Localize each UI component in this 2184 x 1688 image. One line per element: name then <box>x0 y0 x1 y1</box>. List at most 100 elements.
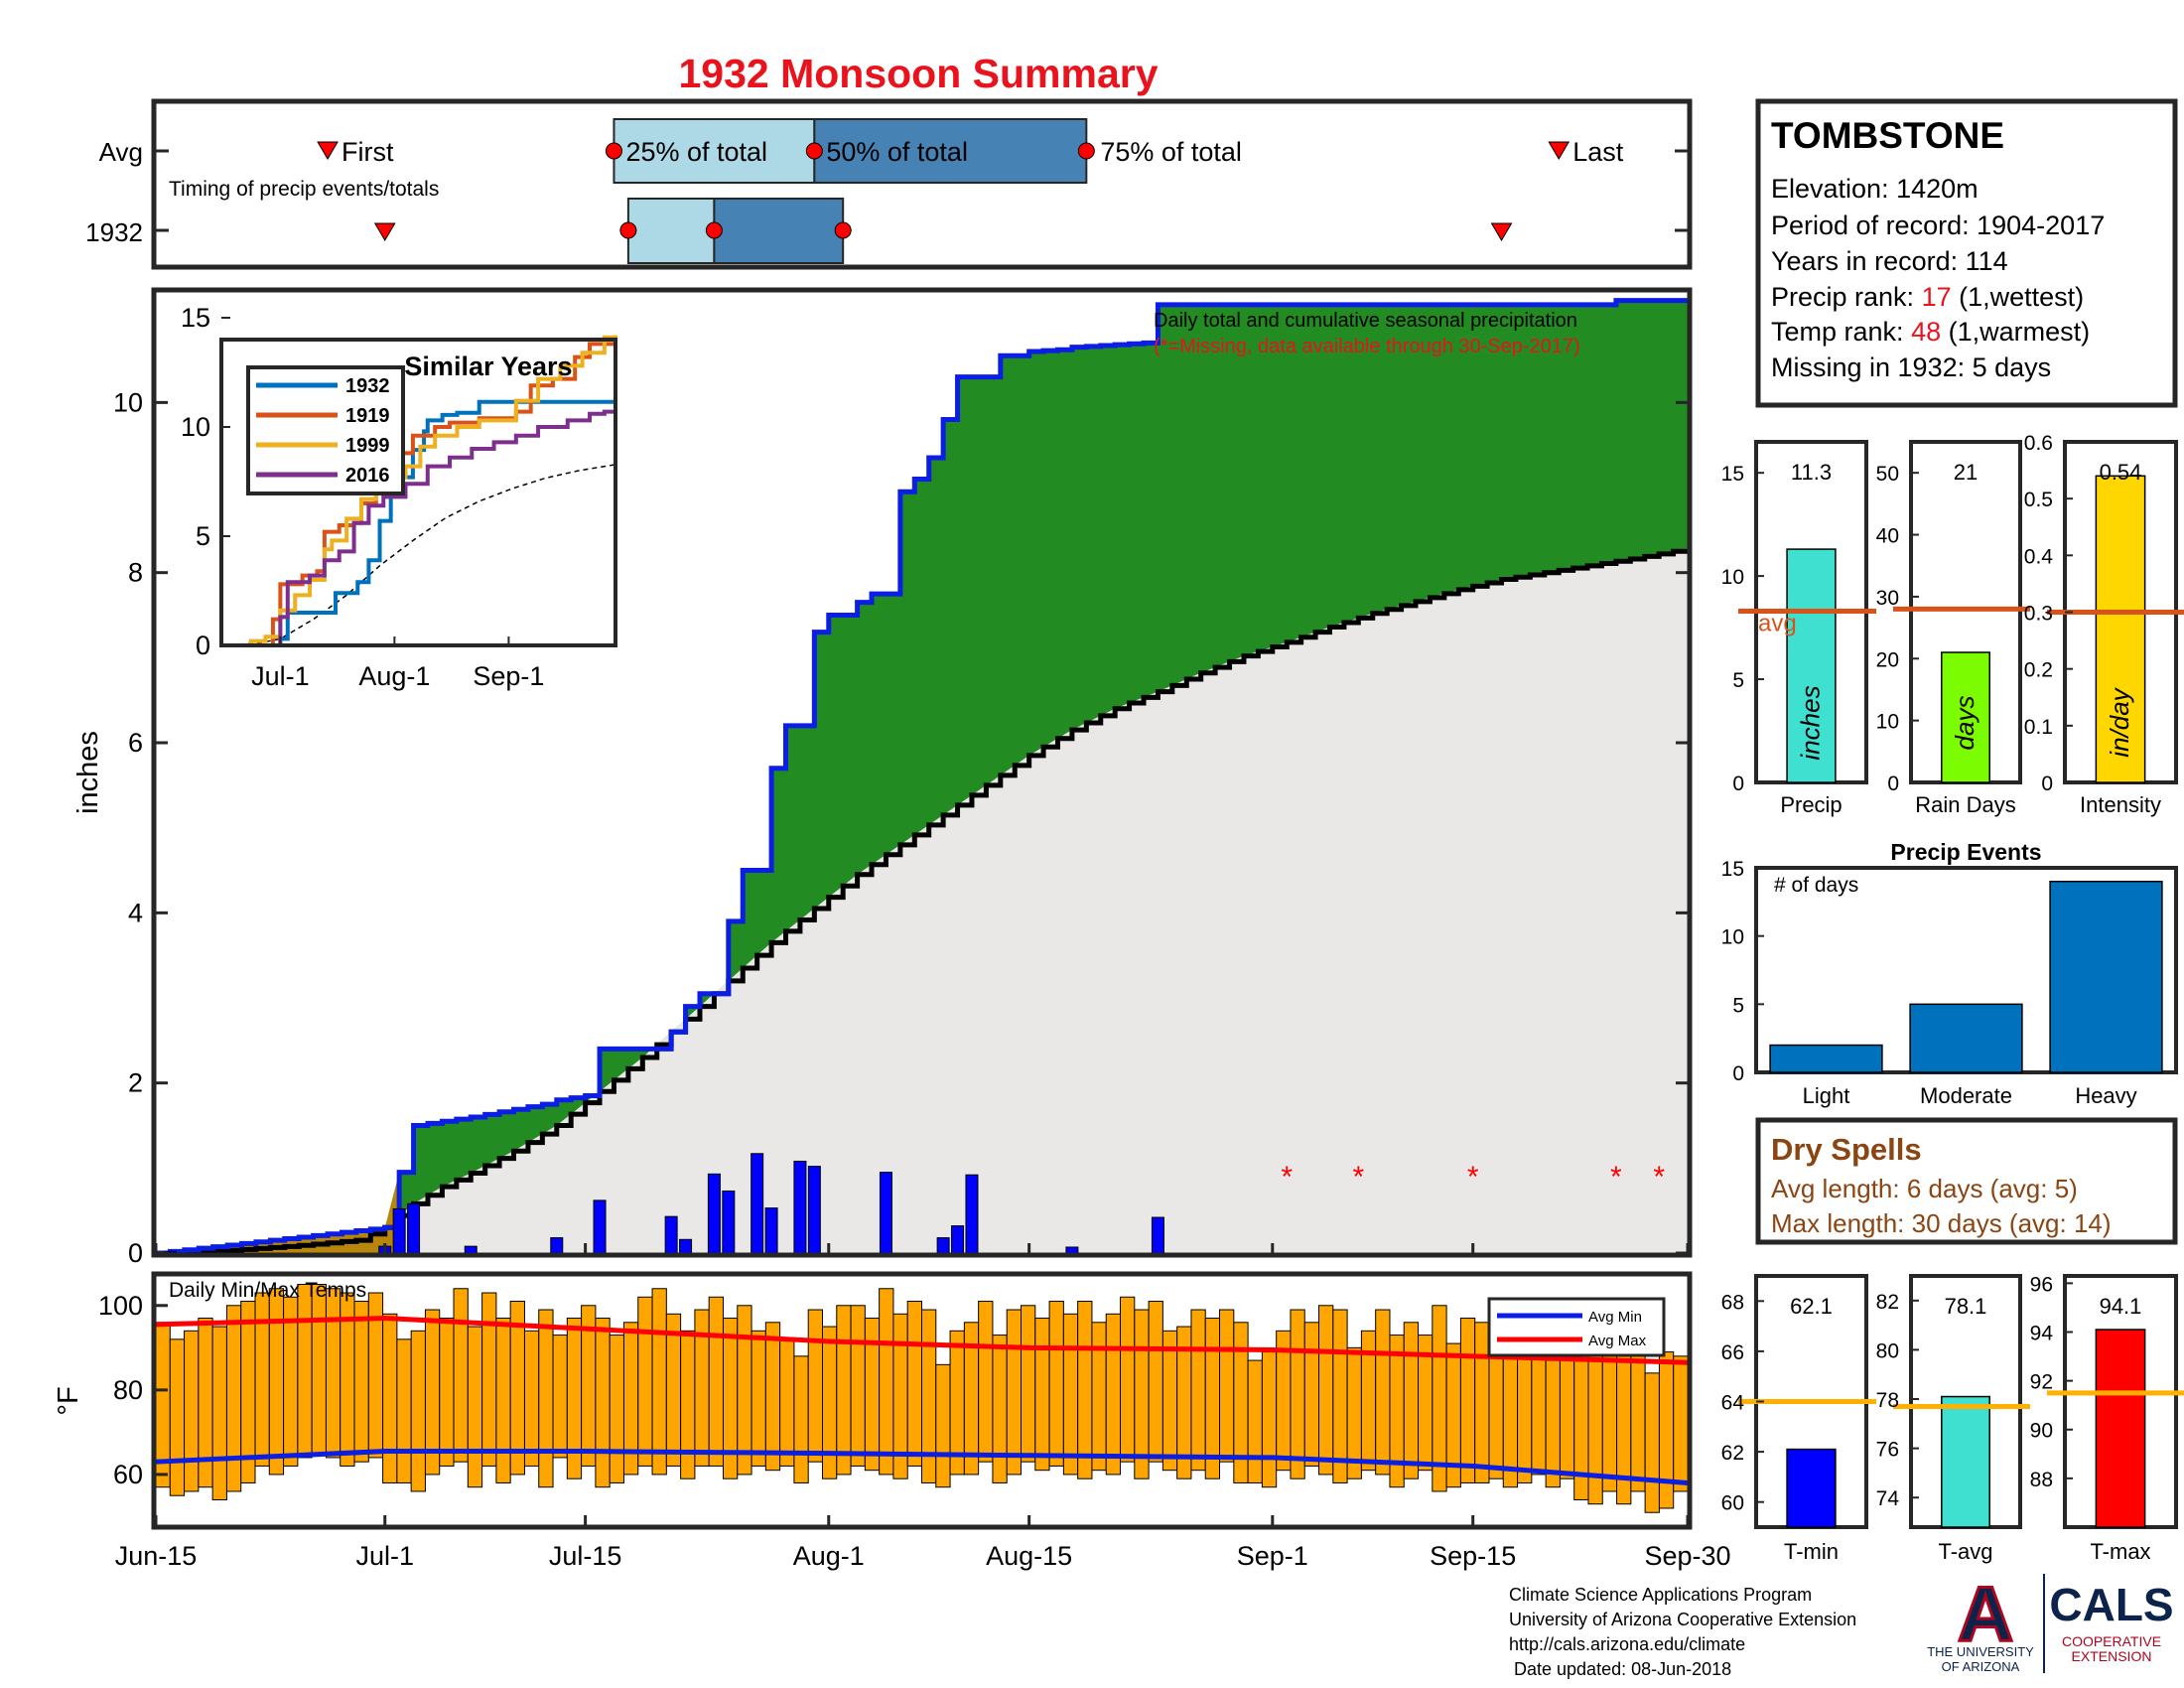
daily-temp-bar <box>1673 1355 1689 1492</box>
daily-temp-bar <box>254 1292 270 1467</box>
events-y-tick-label: 0 <box>1732 1062 1744 1085</box>
temp-y-tick-label: 80 <box>113 1375 143 1405</box>
inset-legend-label-1932: 1932 <box>345 375 390 397</box>
daily-temp-bar <box>1077 1301 1093 1479</box>
daily-temp-bar <box>1644 1372 1660 1513</box>
rain_days-value-label: 21 <box>1954 460 1978 485</box>
avg-25-50-box <box>613 118 816 184</box>
tmin_box-bar <box>1786 1448 1837 1528</box>
inset-y-tick-label: 15 <box>181 303 210 333</box>
date-tick-label: Aug-15 <box>986 1541 1072 1571</box>
legend-label-avg-max: Avg Max <box>1588 1333 1647 1349</box>
rain_days-bar <box>1941 651 1990 783</box>
date-axis: Jun-15 Jul-1 Jul-15 Aug-1 Aug-15 Sep-1 Sep-15 S… <box>115 1243 1731 1571</box>
tmin_box-value-label: 62.1 <box>1790 1294 1833 1319</box>
rain_days-y-tick-label: 10 <box>1876 711 1899 734</box>
daily-temp-bar <box>1120 1296 1136 1463</box>
missing-data-marker: * <box>1610 1161 1622 1194</box>
daily-temp-bar <box>439 1318 455 1467</box>
daily-temp-bar <box>637 1296 653 1467</box>
tavg_box-category-label: T-avg <box>1938 1539 1992 1564</box>
intensity-y-tick-label: 0.1 <box>2024 716 2053 739</box>
daily-temp-bar <box>1587 1351 1603 1505</box>
daily-temp-bar <box>680 1330 696 1479</box>
daily-precip-bar <box>464 1245 478 1254</box>
timeline-row-label-year: 1932 <box>85 217 143 247</box>
daily-temp-bar <box>1332 1309 1348 1483</box>
date-tick-label: Sep-15 <box>1430 1541 1516 1571</box>
first-label: First <box>341 137 394 167</box>
daily-temp-bar <box>311 1284 327 1455</box>
inset-y-tick-label: 10 <box>181 412 210 442</box>
avg-75-marker <box>1077 142 1095 160</box>
precip_total-y-tick-label: 10 <box>1721 566 1744 589</box>
cals-line2: EXTENSION <box>2072 1648 2152 1664</box>
daily-temp-bar <box>538 1309 554 1488</box>
main-y-tick-label: 2 <box>128 1068 143 1098</box>
intensity-bar <box>2095 475 2146 783</box>
rain_days-y-tick-label: 0 <box>1887 773 1899 795</box>
station-years: Years in record: 114 <box>1771 246 2008 276</box>
footer-line3: http://cals.arizona.edu/climate <box>1509 1634 1745 1654</box>
daily-temp-bar <box>850 1305 866 1467</box>
daily-temp-bar <box>992 1335 1008 1483</box>
daily-temp-bar <box>1105 1313 1122 1476</box>
main-y-tick-label: 4 <box>128 898 143 927</box>
inset-legend-label-2016: 2016 <box>345 465 390 487</box>
events-bar-light <box>1769 1044 1883 1073</box>
precip_total-value-label: 11.3 <box>1791 460 1832 485</box>
avg-50-marker <box>805 142 823 160</box>
daily-precip-bar <box>407 1202 421 1254</box>
daily-precip-bar <box>1065 1246 1079 1254</box>
daily-temp-bar <box>1190 1309 1206 1472</box>
daily-temp-bar <box>836 1305 852 1476</box>
missing-data-marker: * <box>1352 1161 1364 1194</box>
daily-temp-bar <box>779 1338 795 1467</box>
dry-spells-avg-length: Avg length: 6 days (avg: 5) <box>1771 1174 2078 1203</box>
tavg_box-bar <box>1941 1395 1990 1528</box>
inset-y-tick-label: 0 <box>196 631 210 660</box>
daily-temp-bar <box>523 1330 540 1467</box>
precip_total-bar <box>1786 548 1837 783</box>
daily-temp-bar <box>1134 1309 1150 1479</box>
university-of-arizona-logo: A THE UNIVERSITY OF ARIZONA <box>1927 1569 2034 1675</box>
main-y-tick-label: 6 <box>128 728 143 758</box>
daily-temp-bar <box>1403 1322 1420 1479</box>
timeline-note: Timing of precip events/totals <box>169 178 439 201</box>
year-50-marker <box>705 221 723 239</box>
daily-temp-bar <box>481 1292 497 1467</box>
ua-logo-line1: THE UNIVERSITY <box>1927 1644 2034 1659</box>
daily-temp-bar <box>609 1335 624 1483</box>
inset-frame <box>219 338 617 647</box>
daily-precip-bar <box>1151 1216 1164 1254</box>
inset-title: Similar Years <box>404 352 572 381</box>
daily-precip-bar <box>965 1174 979 1254</box>
tmax_box-y-tick-label: 92 <box>2030 1371 2053 1394</box>
daily-temp-bar <box>325 1288 341 1459</box>
timeline-panel: Avg 1932 Timing of precip events/totals … <box>85 98 1693 270</box>
year-25-50-box <box>626 198 716 264</box>
tmax_box-y-tick-label: 94 <box>2030 1322 2054 1344</box>
temp-chart-frame <box>151 1271 1693 1530</box>
date-tick-label: Aug-1 <box>793 1541 865 1571</box>
cals-logo: CALS COOPERATIVE EXTENSION <box>2049 1579 2173 1664</box>
precip_total-avg-label: avg <box>1758 610 1797 636</box>
daily-temp-bar <box>1021 1305 1036 1463</box>
daily-temp-bar <box>978 1301 994 1463</box>
precip_total-category-label: Precip <box>1780 792 1842 817</box>
station-info-box: TOMBSTONE Elevation: 1420m Period of rec… <box>1755 98 2178 408</box>
daily-temp-bar <box>453 1288 469 1463</box>
main-legend-line1: Daily total and cumulative seasonal prec… <box>1154 310 1577 332</box>
tmax_box-y-tick-label: 96 <box>2030 1273 2053 1296</box>
figure-title: 1932 Monsoon Summary <box>678 51 1158 96</box>
daily-temp-bar <box>1459 1318 1476 1483</box>
daily-temp-bar <box>1318 1305 1334 1476</box>
daily-temp-bar <box>495 1318 511 1483</box>
year-50-75-box <box>713 198 845 264</box>
tavg_box-y-tick-label: 82 <box>1876 1291 1899 1314</box>
dry-spells-max-length: Max length: 30 days (avg: 14) <box>1771 1208 2112 1238</box>
temperature-chart: 60 80 100 Daily Min/Max Temps °F Avg Min A… <box>53 1271 1693 1530</box>
daily-temp-bar <box>935 1363 951 1488</box>
tmax_box-y-tick-label: 88 <box>2030 1469 2053 1491</box>
daily-precip-bar <box>936 1237 950 1254</box>
